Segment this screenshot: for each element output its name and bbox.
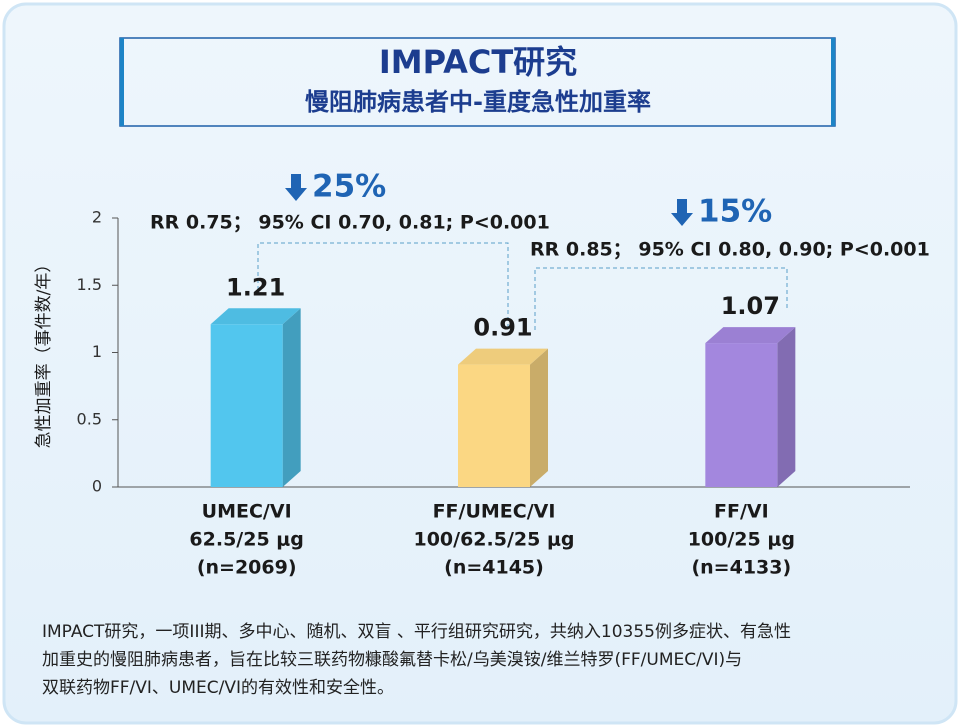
y-tick-label: 2 [92,208,102,227]
x-tick-label: (n=4145) [444,557,544,579]
bar-top [705,327,796,344]
bar-top [210,308,301,325]
bar-top [458,348,548,365]
x-tick-label: 100/62.5/25 μg [413,529,574,551]
chart-title: IMPACT研究 [379,43,577,81]
bar [705,343,778,487]
title-box-edge [120,38,124,126]
comparison-bracket [257,242,509,330]
title-box-edge [831,38,835,126]
footnote: 加重史的慢阻肺病患者，旨在比较三联药物糠酸氟替卡松/乌美溴铵/维兰特罗(FF/U… [42,649,742,670]
reduction-label: 25% [312,169,386,205]
bar [210,324,283,487]
y-axis-label: 急性加重率（事件数/年） [34,256,54,449]
comparison-text: RR 0.75； 95% CI 0.70, 0.81; P<0.001 [150,212,550,234]
bar [458,364,530,487]
down-arrow [671,199,693,226]
x-tick-label: (n=4133) [691,557,791,579]
reduction-label: 15% [698,194,772,230]
y-tick-label: 1.5 [77,275,102,294]
value-label: 0.91 [473,314,532,342]
comparison-bracket [534,267,788,330]
value-label: 1.07 [721,292,780,320]
x-tick-label: UMEC/VI [202,501,292,523]
value-label: 1.21 [226,273,285,301]
comparison-text: RR 0.85； 95% CI 0.80, 0.90; P<0.001 [530,239,930,261]
footnote: IMPACT研究，一项III期、多中心、随机、双盲 、平行组研究研究，共纳入10… [42,622,791,642]
chart-subtitle: 慢阻肺病患者中-重度急性加重率 [305,88,651,116]
bar-side [530,348,548,487]
y-tick-label: 1 [92,342,102,361]
y-tick-label: 0 [92,477,102,496]
bar-side [777,327,796,487]
x-tick-label: 100/25 μg [688,529,795,551]
y-tick-label: 0.5 [77,409,102,428]
x-tick-label: FF/UMEC/VI [433,501,556,523]
bar-side [282,308,301,487]
x-tick-label: FF/VI [714,501,769,523]
x-tick-label: (n=2069) [197,557,297,579]
down-arrow [285,174,307,201]
x-tick-label: 62.5/25 μg [189,529,303,551]
footnote: 双联药物FF/VI、UMEC/VI的有效性和安全性。 [42,678,394,698]
